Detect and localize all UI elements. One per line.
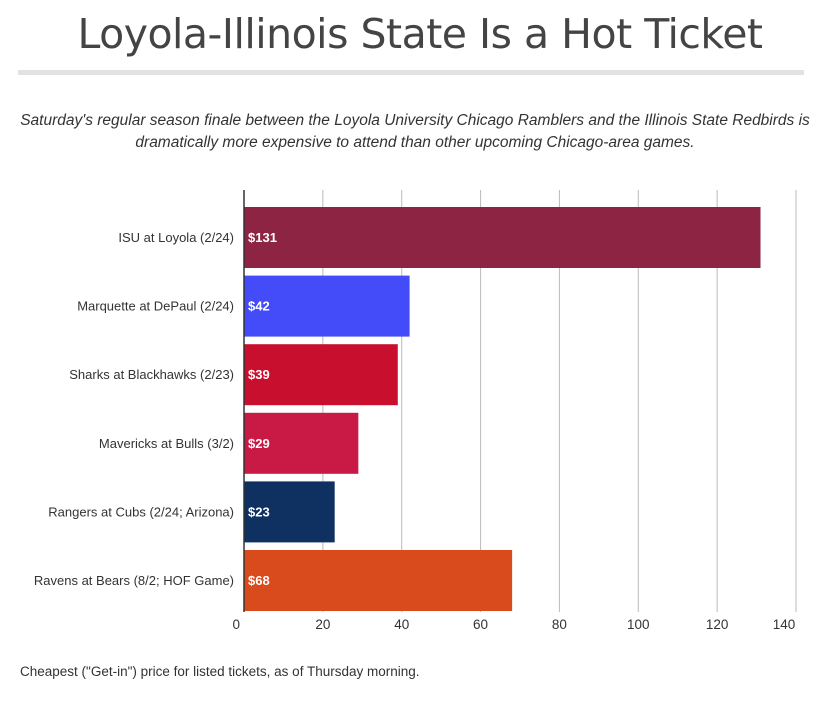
- data-label: $29: [248, 436, 270, 451]
- chart-footnote: Cheapest ("Get-in") price for listed tic…: [20, 664, 420, 679]
- x-tick-label: 120: [706, 617, 729, 632]
- category-label: Marquette at DePaul (2/24): [77, 299, 234, 314]
- category-label: Ravens at Bears (8/2; HOF Game): [34, 573, 234, 588]
- data-label: $39: [248, 367, 270, 382]
- category-label: Sharks at Blackhawks (2/23): [69, 367, 234, 382]
- data-label: $42: [248, 299, 270, 314]
- x-tick-label: 60: [473, 617, 488, 632]
- bar-chart: 0 20 40 60 80 100 120 140 ISU at Loyola (2/24) $1…: [34, 190, 797, 632]
- bar: [244, 207, 761, 268]
- data-label: $23: [248, 504, 270, 519]
- data-label: $68: [248, 573, 270, 588]
- x-tick-label: 80: [552, 617, 567, 632]
- chart-title: Loyola-Illinois State Is a Hot Ticket: [77, 10, 763, 58]
- data-label: $131: [248, 230, 277, 245]
- x-tick-label: 140: [773, 617, 796, 632]
- x-tick-label: 0: [232, 617, 240, 632]
- category-label: ISU at Loyola (2/24): [118, 230, 234, 245]
- x-tick-label: 100: [627, 617, 650, 632]
- bar: [244, 412, 359, 474]
- x-tick-label: 20: [315, 617, 330, 632]
- chart-subtitle: Saturday's regular season finale between…: [20, 112, 810, 151]
- category-label: Mavericks at Bulls (3/2): [99, 436, 234, 451]
- bar: [244, 344, 398, 406]
- bar: [244, 275, 410, 337]
- x-tick-label: 40: [394, 617, 409, 632]
- bar: [244, 550, 513, 611]
- category-label: Rangers at Cubs (2/24; Arizona): [48, 504, 234, 519]
- bar: [244, 481, 335, 543]
- title-divider: [18, 70, 804, 75]
